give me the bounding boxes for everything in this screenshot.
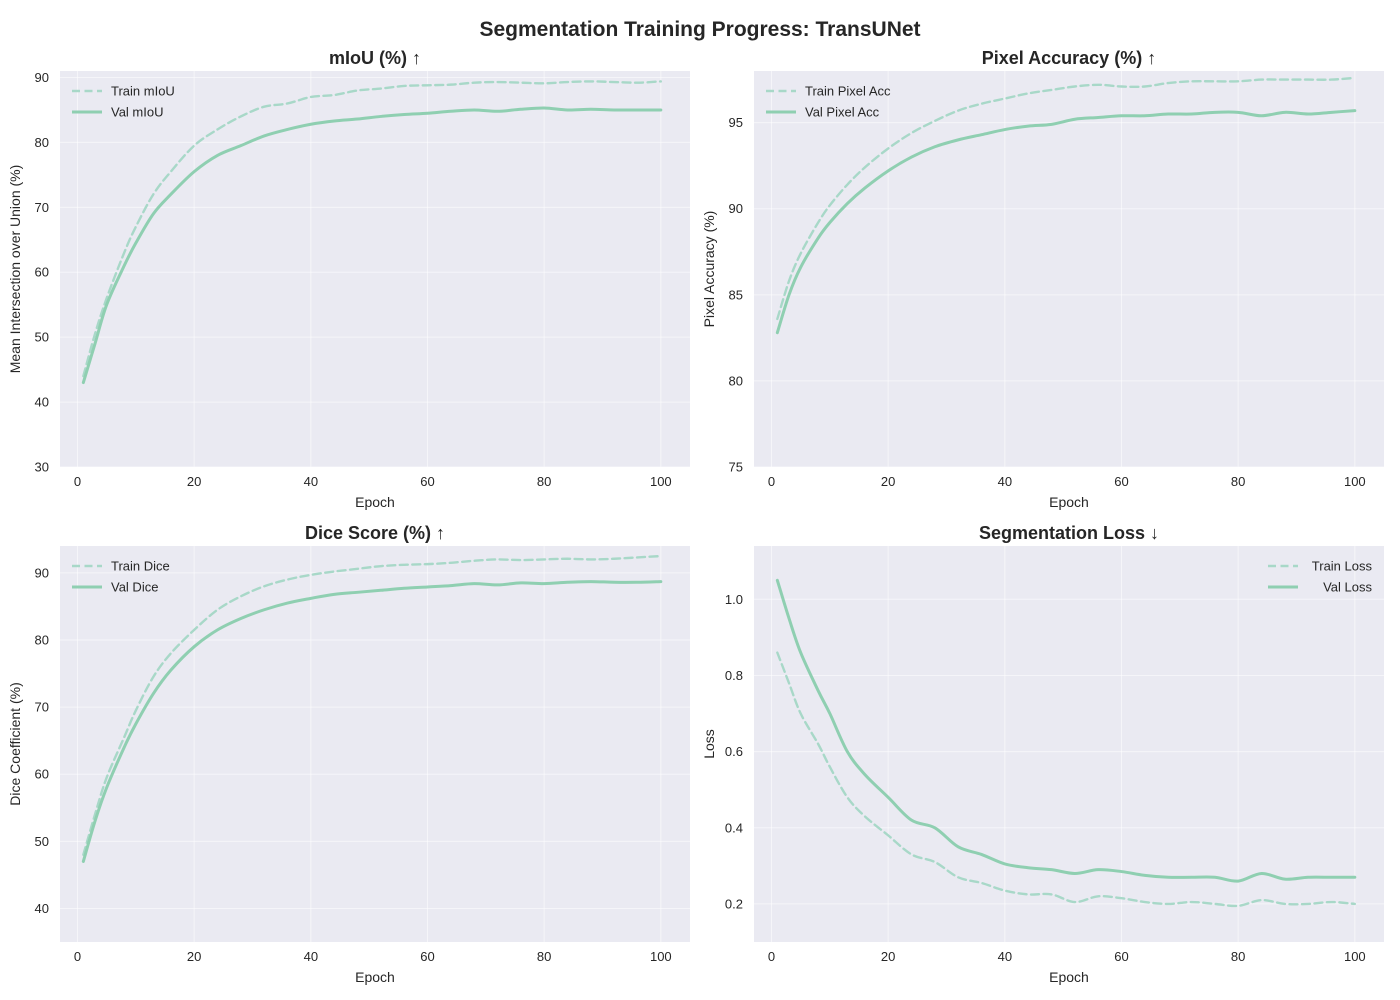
legend-label: Train Loss [1312, 559, 1373, 574]
y-tick-label: 85 [729, 287, 743, 302]
legend-item: Val Loss [1268, 580, 1372, 595]
y-tick-label: 80 [35, 632, 49, 647]
x-tick-label: 60 [1114, 949, 1128, 964]
y-tick-label: 0.6 [725, 744, 743, 759]
x-tick-label: 100 [1344, 474, 1366, 489]
series-line-train-miou [82, 80, 663, 378]
y-axis-label: Pixel Accuracy (%) [701, 211, 717, 328]
legend-label: Val mIoU [111, 105, 164, 120]
y-tick-label: 40 [35, 395, 49, 410]
x-tick-label: 20 [881, 474, 895, 489]
y-tick-label: 90 [35, 70, 49, 85]
y-tick-label: 95 [729, 115, 743, 130]
chart-loss: 0 20 40 60 80 100 0.2 0.4 0.6 0.8 1.0 Segmentation … [701, 523, 1384, 985]
legend-label: Train Dice [111, 559, 170, 574]
y-tick-label: 0.4 [725, 820, 743, 835]
x-axis-label: Epoch [1049, 494, 1089, 510]
panel-title: Pixel Accuracy (%) ↑ [982, 48, 1156, 68]
series-line-train-pixel-acc [776, 76, 1357, 321]
panel-title: mIoU (%) ↑ [329, 48, 421, 68]
x-tick-label: 40 [998, 474, 1012, 489]
x-tick-label: 100 [650, 949, 672, 964]
y-tick-label: 0.8 [725, 668, 743, 683]
x-axis-label: Epoch [355, 969, 395, 985]
y-tick-label: 75 [729, 460, 743, 475]
y-tick-label: 1.0 [725, 592, 743, 607]
x-tick-label: 0 [768, 949, 775, 964]
series-line-val-miou [81, 106, 663, 385]
series-line-train-loss [776, 651, 1357, 908]
x-tick-label: 60 [1114, 474, 1128, 489]
x-tick-label: 100 [650, 474, 672, 489]
x-tick-label: 40 [998, 949, 1012, 964]
y-axis-label: Mean Intersection over Union (%) [7, 165, 23, 374]
series-line-val-dice [81, 580, 663, 863]
panel-title: Dice Score (%) ↑ [305, 523, 445, 543]
chart-panels: 0 20 40 60 80 100 30 40 50 60 70 80 90 mIoU (%) ↑ Epoc… [7, 48, 1384, 985]
y-tick-label: 60 [35, 767, 49, 782]
y-tick-label: 80 [35, 135, 49, 150]
legend-label: Val Pixel Acc [805, 105, 880, 120]
legend-label: Val Loss [1323, 580, 1372, 595]
y-tick-label: 30 [35, 460, 49, 475]
plot-area [754, 546, 1384, 942]
y-tick-label: 50 [35, 834, 49, 849]
x-tick-label: 20 [881, 949, 895, 964]
x-tick-label: 0 [74, 949, 81, 964]
legend: Train Pixel Acc Val Pixel Acc [766, 84, 891, 120]
chart-pixel-accuracy: 0 20 40 60 80 100 75 80 85 90 95 Pixel Accuracy (%)… [701, 48, 1384, 510]
chart-miou: 0 20 40 60 80 100 30 40 50 60 70 80 90 mIoU (%) ↑ Epoc… [7, 48, 690, 510]
x-tick-label: 80 [1231, 949, 1245, 964]
legend-label: Val Dice [111, 580, 158, 595]
legend-item: Train Loss [1268, 559, 1372, 574]
y-tick-label: 50 [35, 330, 49, 345]
x-tick-label: 20 [187, 474, 201, 489]
legend-label: Train Pixel Acc [805, 84, 891, 99]
series-line-val-loss [775, 578, 1357, 883]
x-tick-label: 40 [304, 949, 318, 964]
x-axis-label: Epoch [355, 494, 395, 510]
legend-item: Train mIoU [72, 84, 175, 99]
series-line-train-dice [82, 554, 663, 856]
y-tick-label: 90 [729, 201, 743, 216]
series-line-val-pixel-acc [775, 109, 1357, 335]
y-tick-label: 90 [35, 565, 49, 580]
y-tick-label: 60 [35, 265, 49, 280]
x-tick-label: 100 [1344, 949, 1366, 964]
legend-item: Val Dice [72, 580, 158, 595]
x-tick-label: 60 [420, 474, 434, 489]
plot-area [754, 71, 1384, 467]
y-tick-label: 80 [729, 373, 743, 388]
x-tick-label: 20 [187, 949, 201, 964]
x-tick-label: 80 [537, 949, 551, 964]
legend-item: Train Dice [72, 559, 170, 574]
x-tick-label: 0 [74, 474, 81, 489]
x-tick-label: 80 [1231, 474, 1245, 489]
legend: Train mIoU Val mIoU [72, 84, 175, 120]
legend: Train Loss Val Loss [1268, 559, 1372, 595]
legend-item: Val mIoU [72, 105, 164, 120]
x-tick-label: 40 [304, 474, 318, 489]
y-tick-label: 0.2 [725, 896, 743, 911]
y-axis-label: Loss [701, 729, 717, 759]
x-tick-label: 0 [768, 474, 775, 489]
y-tick-label: 40 [35, 901, 49, 916]
plot-area [60, 71, 690, 467]
panel-title: Segmentation Loss ↓ [979, 523, 1159, 543]
figure-title: Segmentation Training Progress: TransUNe… [479, 18, 920, 41]
x-tick-label: 80 [537, 474, 551, 489]
chart-dice: 0 20 40 60 80 100 40 50 60 70 80 90 Dice Score (%) ↑… [7, 523, 690, 985]
x-axis-label: Epoch [1049, 969, 1089, 985]
legend-item: Val Pixel Acc [766, 105, 880, 120]
plot-area [60, 546, 690, 942]
x-tick-label: 60 [420, 949, 434, 964]
y-axis-label: Dice Coefficient (%) [7, 682, 23, 805]
legend-item: Train Pixel Acc [766, 84, 891, 99]
legend-label: Train mIoU [111, 84, 175, 99]
y-tick-label: 70 [35, 700, 49, 715]
legend: Train Dice Val Dice [72, 559, 170, 595]
y-tick-label: 70 [35, 200, 49, 215]
